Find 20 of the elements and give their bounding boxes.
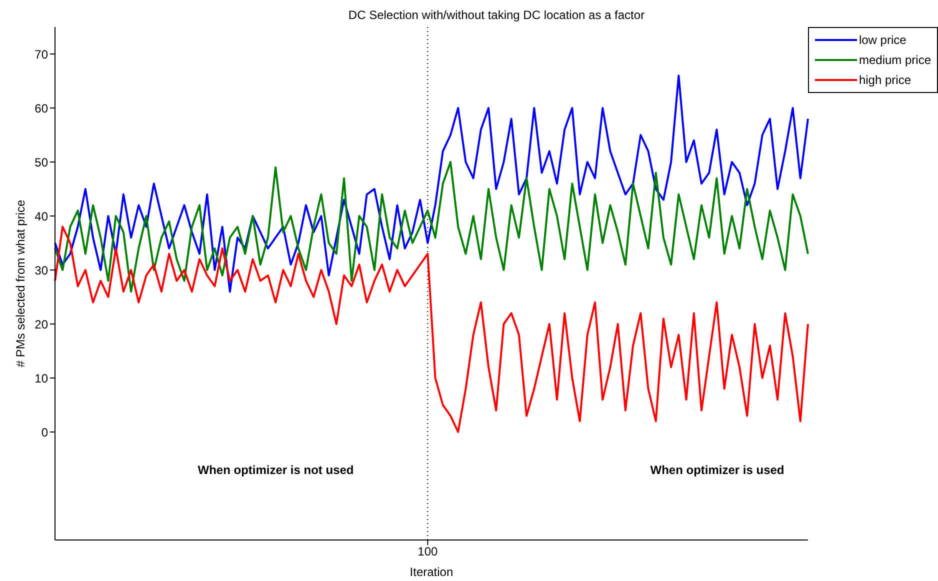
y-axis-title: # PMs selected from what price [13,199,28,368]
y-tick-label: 40 [34,209,48,224]
legend-label: medium price [858,53,931,67]
y-tick-label: 70 [34,47,48,62]
annotation: When optimizer is used [650,463,784,478]
y-tick-label: 0 [41,425,48,440]
legend-label: high price [858,73,911,87]
line-series [54,226,809,433]
y-tick-label: 30 [34,263,48,278]
y-tick-label: 20 [34,317,48,332]
y-tick-label: 60 [34,101,48,116]
annotation: When optimizer is not used [198,463,354,478]
chart-title: DC Selection with/without taking DC location as a factor [347,8,646,22]
line-series [54,74,809,293]
legend-label: low price [858,33,906,47]
x-tick-label: 100 [418,544,438,559]
x-axis-title: Iteration [410,565,454,579]
y-tick-label: 10 [34,371,48,386]
line-series [54,161,809,293]
y-tick-label: 50 [34,155,48,170]
